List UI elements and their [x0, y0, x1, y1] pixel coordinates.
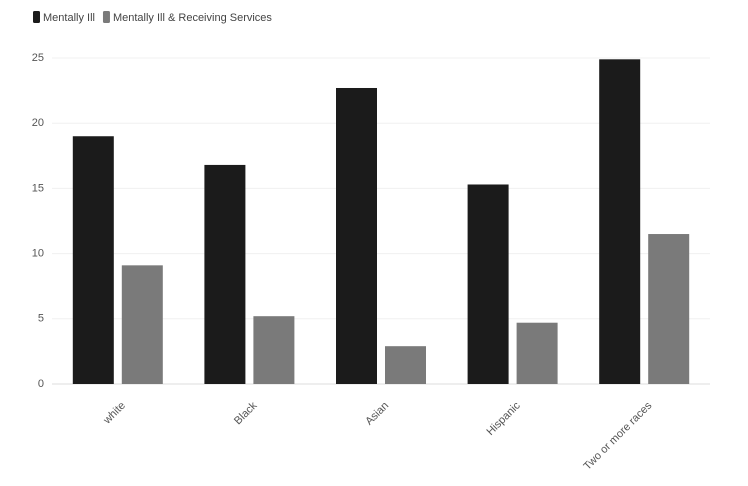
bar — [467, 184, 509, 384]
x-tick-label: Hispanic — [484, 399, 523, 438]
bar — [385, 346, 426, 384]
x-tick-label: Asian — [363, 400, 391, 428]
x-tick-label: Black — [232, 399, 260, 427]
bar — [121, 265, 163, 384]
bar — [648, 234, 690, 384]
x-tick-label: Two or more races — [581, 399, 654, 472]
bar — [72, 136, 114, 384]
y-tick-label: 10 — [32, 248, 44, 260]
bar — [336, 87, 377, 384]
x-tick-label: white — [101, 400, 128, 427]
legend-label: Mentally Ill — [43, 12, 95, 24]
bar — [253, 316, 295, 384]
bar — [599, 59, 641, 384]
bar — [516, 322, 558, 384]
y-tick-label: 15 — [32, 182, 44, 194]
y-tick-label: 25 — [32, 52, 44, 64]
legend-swatch — [33, 11, 40, 23]
y-tick-label: 5 — [38, 313, 44, 325]
y-tick-label: 0 — [38, 378, 44, 390]
legend-label: Mentally Ill & Receiving Services — [113, 12, 272, 24]
legend-swatch — [102, 11, 110, 23]
y-tick-label: 20 — [32, 117, 44, 129]
bar — [204, 164, 246, 384]
